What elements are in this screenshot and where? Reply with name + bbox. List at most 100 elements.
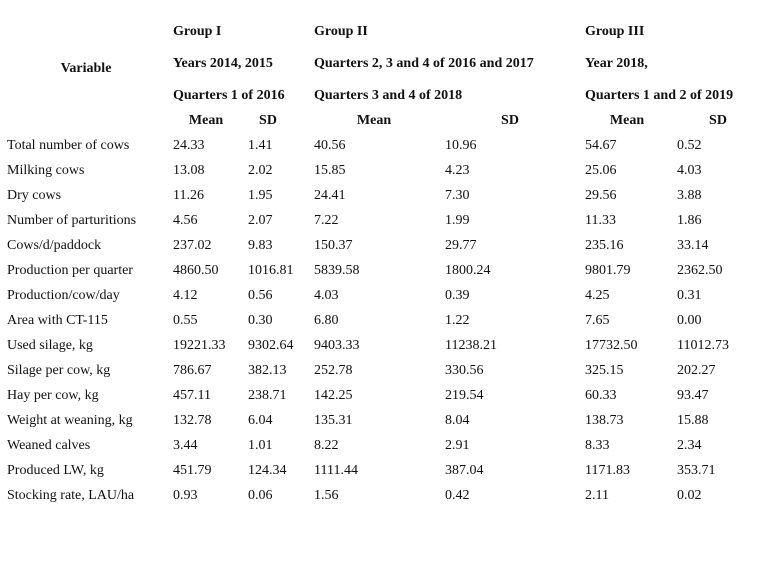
group-period: Quarters 1 and 2 of 2019 (585, 88, 734, 103)
cell-value: 219.54 (445, 388, 484, 403)
cell-value: 235.16 (585, 238, 624, 253)
cell-value: 8.22 (314, 438, 339, 453)
cell-value: 457.11 (173, 388, 211, 403)
stat-header: SD (709, 113, 727, 128)
cell-value: 5839.58 (314, 263, 360, 278)
cell-value: 4860.50 (173, 263, 219, 278)
cell-value: 0.55 (173, 313, 198, 328)
cell-value: 1.86 (677, 213, 702, 228)
cell-value: 451.79 (173, 463, 212, 478)
cell-value: 13.08 (173, 163, 205, 178)
cell-value: 0.52 (677, 138, 702, 153)
row-label: Stocking rate, LAU/ha (7, 488, 135, 503)
cell-value: 142.25 (314, 388, 353, 403)
cell-value: 387.04 (445, 463, 484, 478)
group-name: Group III (585, 24, 645, 39)
group-period: Quarters 1 of 2016 (173, 88, 285, 103)
cell-value: 11.33 (585, 213, 616, 228)
cell-value: 24.33 (173, 138, 205, 153)
group-period: Years 2014, 2015 (173, 56, 273, 71)
cell-value: 3.88 (677, 188, 702, 203)
cell-value: 237.02 (173, 238, 212, 253)
cell-value: 1.22 (445, 313, 470, 328)
cell-value: 1.41 (248, 138, 273, 153)
row-label: Weaned calves (7, 438, 91, 453)
row-label: Weight at weaning, kg (7, 413, 133, 428)
cell-value: 0.93 (173, 488, 198, 503)
cell-value: 0.56 (248, 288, 273, 303)
cell-value: 8.04 (445, 413, 470, 428)
row-label: Used silage, kg (7, 338, 93, 353)
row-label: Hay per cow, kg (7, 388, 99, 403)
group-period: Year 2018, (585, 56, 648, 71)
cell-value: 1800.24 (445, 263, 491, 278)
row-label: Total number of cows (7, 138, 130, 153)
cell-value: 93.47 (677, 388, 709, 403)
cell-value: 1.95 (248, 188, 273, 203)
cell-value: 3.44 (173, 438, 198, 453)
cell-value: 2362.50 (677, 263, 723, 278)
cell-value: 0.30 (248, 313, 273, 328)
cell-value: 11012.73 (677, 338, 729, 353)
cell-value: 325.15 (585, 363, 624, 378)
stat-header: Mean (609, 113, 645, 128)
cell-value: 138.73 (585, 413, 624, 428)
cell-value: 29.77 (445, 238, 477, 253)
cell-value: 238.71 (248, 388, 287, 403)
cell-value: 25.06 (585, 163, 617, 178)
cell-value: 0.39 (445, 288, 470, 303)
cell-value: 1.56 (314, 488, 339, 503)
cell-value: 1111.44 (314, 463, 358, 478)
row-label: Silage per cow, kg (7, 363, 111, 378)
cell-value: 4.56 (173, 213, 198, 228)
cell-value: 2.02 (248, 163, 273, 178)
cell-value: 0.31 (677, 288, 702, 303)
cell-value: 124.34 (248, 463, 287, 478)
cell-value: 353.71 (677, 463, 716, 478)
cell-value: 4.23 (445, 163, 470, 178)
cell-value: 40.56 (314, 138, 346, 153)
cell-value: 29.56 (585, 188, 617, 203)
cell-value: 1171.83 (585, 463, 630, 478)
cell-value: 135.31 (314, 413, 353, 428)
cell-value: 15.85 (314, 163, 346, 178)
cell-value: 4.03 (677, 163, 702, 178)
cell-value: 1016.81 (248, 263, 294, 278)
group-period: Quarters 2, 3 and 4 of 2016 and 2017 (314, 56, 534, 71)
cell-value: 2.34 (677, 438, 702, 453)
cell-value: 7.65 (585, 313, 610, 328)
cell-value: 382.13 (248, 363, 287, 378)
cell-value: 7.30 (445, 188, 470, 203)
stat-header: Mean (356, 113, 392, 128)
group-name: Group II (314, 24, 368, 39)
cell-value: 252.78 (314, 363, 353, 378)
cell-value: 2.07 (248, 213, 273, 228)
row-label: Area with CT-115 (7, 313, 108, 328)
cell-value: 1.01 (248, 438, 273, 453)
cell-value: 54.67 (585, 138, 617, 153)
group-name: Group I (173, 24, 222, 39)
cell-value: 15.88 (677, 413, 709, 428)
cell-value: 9403.33 (314, 338, 360, 353)
cell-value: 1.99 (445, 213, 470, 228)
stat-header: SD (259, 113, 277, 128)
cell-value: 17732.50 (585, 338, 638, 353)
row-label: Cows/d/paddock (7, 238, 102, 253)
row-label: Production/cow/day (7, 288, 120, 303)
cell-value: 0.02 (677, 488, 702, 503)
cell-value: 9801.79 (585, 263, 631, 278)
cell-value: 2.11 (585, 488, 609, 503)
cell-value: 4.12 (173, 288, 198, 303)
cell-value: 2.91 (445, 438, 470, 453)
cell-value: 0.00 (677, 313, 702, 328)
cell-value: 11.26 (173, 188, 204, 203)
row-label: Number of parturitions (7, 213, 137, 228)
cell-value: 150.37 (314, 238, 353, 253)
row-label: Dry cows (7, 188, 62, 203)
cell-value: 60.33 (585, 388, 617, 403)
cell-value: 9.83 (248, 238, 273, 253)
cell-value: 4.03 (314, 288, 339, 303)
cell-value: 6.04 (248, 413, 273, 428)
stat-header: Mean (188, 113, 224, 128)
